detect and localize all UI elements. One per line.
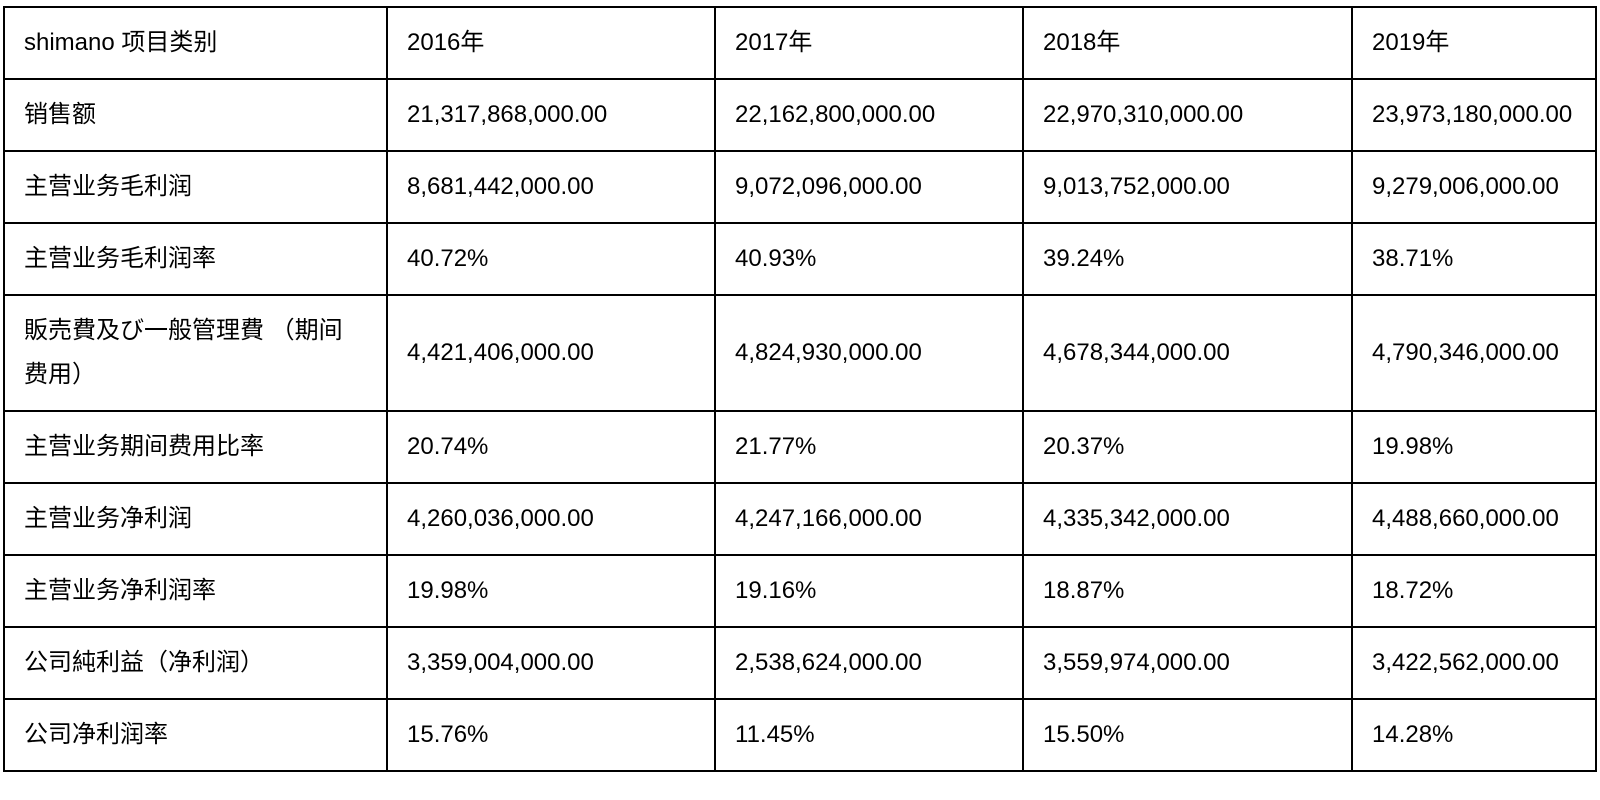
value-cell: 22,162,800,000.00: [714, 78, 1024, 152]
value-cell: 19.98%: [386, 554, 716, 628]
financial-table: shimano 项目类别 2016年 2017年 2018年 2019年 销售额…: [3, 6, 1597, 772]
value-cell: 9,072,096,000.00: [714, 150, 1024, 224]
value-cell: 38.71%: [1351, 222, 1597, 296]
row-label-cell: 公司純利益（净利润）: [3, 626, 388, 700]
value-cell: 15.76%: [386, 698, 716, 772]
corner-header-cell: shimano 项目类别: [3, 6, 388, 80]
table-row-gross-margin: 主营业务毛利润率 40.72% 40.93% 39.24% 38.71%: [3, 222, 1597, 296]
table-row-operating-profit: 主营业务净利润 4,260,036,000.00 4,247,166,000.0…: [3, 482, 1597, 556]
value-cell: 4,678,344,000.00: [1022, 294, 1353, 412]
value-cell: 20.74%: [386, 410, 716, 484]
value-cell: 14.28%: [1351, 698, 1597, 772]
value-cell: 40.93%: [714, 222, 1024, 296]
value-cell: 19.16%: [714, 554, 1024, 628]
value-cell: 4,335,342,000.00: [1022, 482, 1353, 556]
table-row-sga-expense: 販売費及び一般管理費 （期间 费用） 4,421,406,000.00 4,82…: [3, 294, 1597, 412]
value-cell: 4,824,930,000.00: [714, 294, 1024, 412]
row-label-cell: 販売費及び一般管理費 （期间 费用）: [3, 294, 388, 412]
value-cell: 3,359,004,000.00: [386, 626, 716, 700]
value-cell: 11.45%: [714, 698, 1024, 772]
row-label-cell: 主营业务净利润率: [3, 554, 388, 628]
row-label-cell: 销售额: [3, 78, 388, 152]
value-cell: 39.24%: [1022, 222, 1353, 296]
value-cell: 22,970,310,000.00: [1022, 78, 1353, 152]
year-header-2018: 2018年: [1022, 6, 1353, 80]
row-label-cell: 主营业务毛利润: [3, 150, 388, 224]
year-header-2019: 2019年: [1351, 6, 1597, 80]
value-cell: 21.77%: [714, 410, 1024, 484]
row-label-cell: 主营业务毛利润率: [3, 222, 388, 296]
row-label-cell: 主营业务净利润: [3, 482, 388, 556]
value-cell: 2,538,624,000.00: [714, 626, 1024, 700]
value-cell: 4,247,166,000.00: [714, 482, 1024, 556]
value-cell: 3,422,562,000.00: [1351, 626, 1597, 700]
table-row-net-margin: 公司净利润率 15.76% 11.45% 15.50% 14.28%: [3, 698, 1597, 772]
row-label-cell: 主营业务期间费用比率: [3, 410, 388, 484]
year-header-2017: 2017年: [714, 6, 1024, 80]
year-header-2016: 2016年: [386, 6, 716, 80]
table-header-row: shimano 项目类别 2016年 2017年 2018年 2019年: [3, 6, 1597, 80]
value-cell: 19.98%: [1351, 410, 1597, 484]
value-cell: 9,279,006,000.00: [1351, 150, 1597, 224]
value-cell: 21,317,868,000.00: [386, 78, 716, 152]
table-row-net-income: 公司純利益（净利润） 3,359,004,000.00 2,538,624,00…: [3, 626, 1597, 700]
value-cell: 20.37%: [1022, 410, 1353, 484]
value-cell: 4,421,406,000.00: [386, 294, 716, 412]
value-cell: 23,973,180,000.00: [1351, 78, 1597, 152]
value-cell: 3,559,974,000.00: [1022, 626, 1353, 700]
value-cell: 18.87%: [1022, 554, 1353, 628]
table-row-expense-ratio: 主营业务期间费用比率 20.74% 21.77% 20.37% 19.98%: [3, 410, 1597, 484]
value-cell: 4,790,346,000.00: [1351, 294, 1597, 412]
value-cell: 15.50%: [1022, 698, 1353, 772]
value-cell: 8,681,442,000.00: [386, 150, 716, 224]
value-cell: 4,260,036,000.00: [386, 482, 716, 556]
table-row-operating-margin: 主营业务净利润率 19.98% 19.16% 18.87% 18.72%: [3, 554, 1597, 628]
table-row-gross-profit: 主营业务毛利润 8,681,442,000.00 9,072,096,000.0…: [3, 150, 1597, 224]
row-label-cell: 公司净利润率: [3, 698, 388, 772]
value-cell: 40.72%: [386, 222, 716, 296]
table-row-sales: 销售额 21,317,868,000.00 22,162,800,000.00 …: [3, 78, 1597, 152]
value-cell: 9,013,752,000.00: [1022, 150, 1353, 224]
value-cell: 4,488,660,000.00: [1351, 482, 1597, 556]
value-cell: 18.72%: [1351, 554, 1597, 628]
